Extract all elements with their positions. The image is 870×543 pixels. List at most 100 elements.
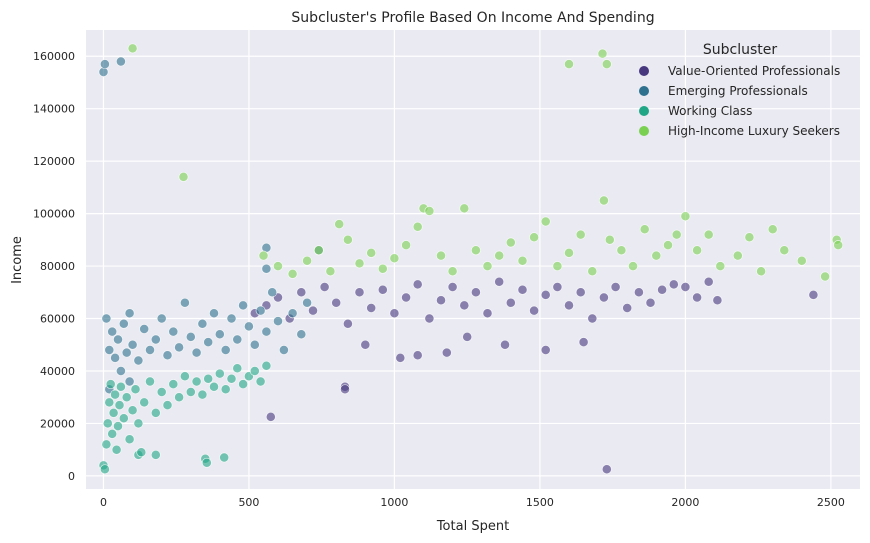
data-point — [494, 250, 505, 261]
data-point — [107, 326, 118, 337]
data-point — [540, 289, 551, 300]
data-point — [703, 276, 714, 287]
data-point — [104, 397, 115, 408]
data-point — [287, 268, 298, 279]
data-point — [127, 405, 138, 416]
data-point — [139, 324, 150, 334]
data-point — [220, 384, 231, 395]
data-point — [436, 250, 446, 261]
data-point — [209, 308, 219, 319]
data-point — [732, 250, 743, 261]
data-point — [113, 334, 123, 345]
x-tick-label: 500 — [238, 496, 259, 509]
data-point — [110, 352, 121, 363]
data-point — [249, 366, 260, 376]
data-point — [412, 279, 423, 290]
data-point — [796, 255, 807, 266]
data-point — [99, 59, 110, 70]
data-point — [249, 339, 260, 350]
data-point — [779, 245, 790, 256]
data-point — [833, 240, 844, 251]
data-point — [366, 303, 377, 313]
data-point — [622, 303, 633, 313]
data-point — [145, 376, 155, 387]
data-point — [178, 171, 189, 182]
legend-label: Working Class — [668, 104, 752, 118]
data-point — [505, 237, 516, 248]
data-point — [127, 43, 138, 54]
data-point — [604, 234, 615, 245]
data-point — [529, 232, 540, 243]
data-point — [552, 282, 563, 292]
y-axis-label: Income — [10, 236, 25, 284]
data-point — [459, 300, 470, 311]
data-point — [552, 261, 563, 272]
data-point — [671, 229, 682, 240]
data-point — [179, 297, 190, 308]
data-point — [113, 421, 123, 432]
data-point — [540, 345, 551, 355]
data-point — [139, 397, 150, 408]
data-point — [575, 229, 586, 240]
chart-title: Subcluster's Profile Based On Income And… — [291, 10, 654, 26]
data-point — [124, 308, 135, 319]
data-point — [308, 305, 318, 316]
data-point — [185, 387, 196, 397]
data-point — [185, 331, 196, 342]
data-point — [703, 229, 714, 240]
data-point — [597, 48, 608, 59]
data-point — [162, 400, 173, 411]
data-point — [360, 339, 371, 350]
data-point — [319, 282, 330, 292]
data-point — [645, 297, 656, 308]
data-point — [564, 247, 574, 258]
data-point — [470, 245, 481, 256]
data-point — [121, 392, 132, 403]
data-point — [203, 373, 214, 384]
data-point — [342, 318, 353, 329]
data-point — [564, 300, 574, 311]
data-point — [114, 400, 125, 411]
y-tick-label: 0 — [68, 470, 75, 483]
data-point — [156, 387, 167, 397]
data-point — [712, 295, 723, 306]
data-point — [657, 284, 668, 295]
data-point — [115, 381, 126, 392]
data-point — [150, 334, 161, 345]
y-tick-label: 80000 — [40, 260, 75, 273]
data-point — [436, 295, 446, 306]
data-point — [238, 300, 249, 311]
data-point — [111, 444, 122, 455]
data-point — [115, 56, 126, 67]
data-point — [628, 261, 638, 272]
data-point — [820, 271, 831, 282]
data-point — [168, 379, 179, 390]
data-point — [424, 206, 435, 216]
data-point — [105, 379, 116, 390]
series-working-class — [98, 360, 272, 475]
data-point — [587, 266, 598, 277]
data-point — [214, 329, 225, 340]
data-point — [104, 345, 115, 355]
data-point — [578, 337, 589, 348]
x-tick-labels: 0 500 1000 1500 2000 2500 — [100, 496, 845, 509]
y-tick-label: 120000 — [33, 155, 75, 168]
data-point — [389, 308, 400, 319]
data-point — [598, 195, 609, 206]
data-point — [616, 245, 627, 256]
plot-background — [86, 30, 860, 489]
data-point — [168, 326, 179, 337]
data-point — [201, 457, 212, 468]
data-point — [767, 224, 778, 235]
data-point — [680, 282, 691, 292]
data-point — [601, 464, 612, 475]
y-tick-label: 60000 — [40, 313, 75, 326]
legend-marker — [639, 86, 649, 96]
y-tick-label: 40000 — [40, 365, 75, 378]
data-point — [232, 363, 243, 374]
data-point — [744, 232, 755, 243]
data-point — [354, 287, 365, 298]
data-point — [101, 313, 112, 324]
x-tick-label: 0 — [100, 496, 107, 509]
